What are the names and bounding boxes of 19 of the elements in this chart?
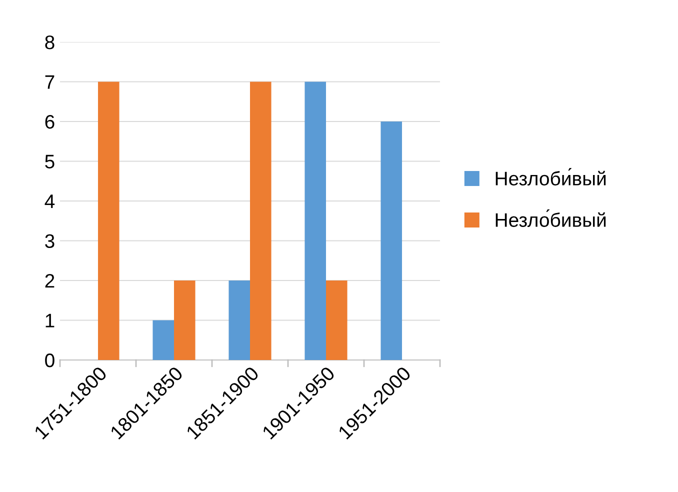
bar bbox=[380, 122, 402, 360]
bar bbox=[228, 280, 250, 360]
y-tick-label: 5 bbox=[45, 154, 54, 168]
y-tick-label: 4 bbox=[44, 194, 55, 208]
bar bbox=[326, 280, 348, 360]
legend-label: Незло́бивый bbox=[496, 209, 606, 227]
bar bbox=[250, 82, 272, 360]
y-tick-label: 7 bbox=[45, 75, 54, 89]
y-tick-label: 1 bbox=[46, 314, 54, 328]
y-tick-label: 3 bbox=[45, 234, 54, 248]
legend-label: Незлоби́вый bbox=[496, 168, 606, 186]
bar bbox=[152, 320, 174, 360]
bar bbox=[304, 82, 326, 360]
y-tick-label: 0 bbox=[45, 353, 54, 368]
y-tick-label: 8 bbox=[45, 35, 54, 50]
bar bbox=[98, 82, 120, 360]
y-tick-label: 2 bbox=[45, 274, 54, 288]
bar bbox=[174, 280, 196, 360]
y-tick-label: 6 bbox=[45, 114, 54, 129]
